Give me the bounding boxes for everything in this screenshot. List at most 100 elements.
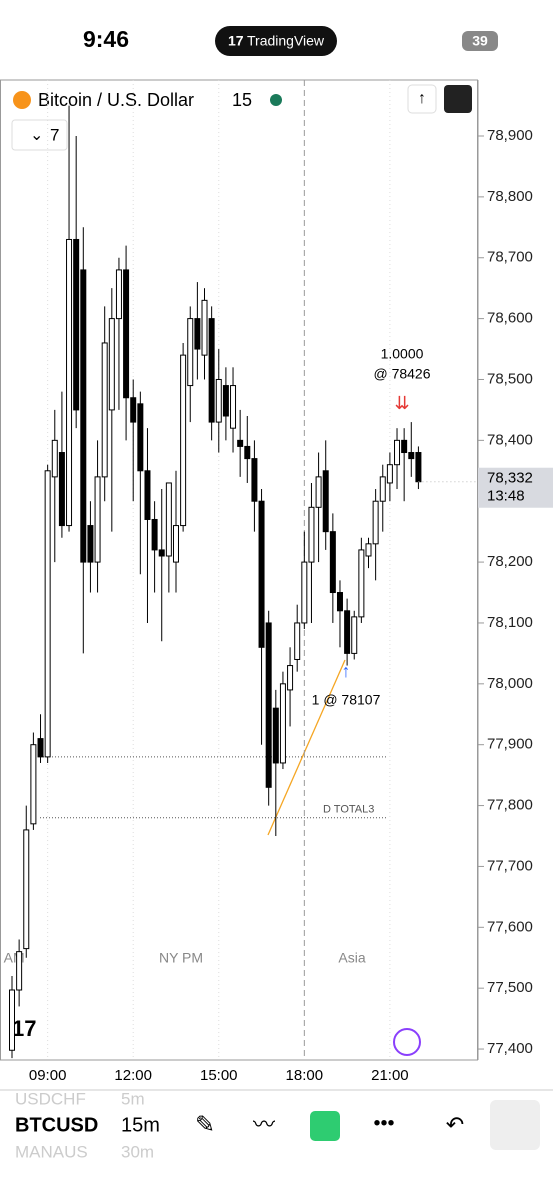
candle-body	[87, 525, 94, 563]
candle-body	[336, 592, 343, 612]
next-interval: 30m	[121, 1142, 154, 1161]
undo-button[interactable]: ↶	[446, 1112, 464, 1137]
y-tick-label: 77,500	[487, 979, 533, 996]
app-name: TradingView	[247, 33, 325, 49]
candle-body	[365, 543, 372, 557]
candle-body	[315, 476, 322, 508]
candle-body	[16, 951, 23, 991]
candle-body	[344, 610, 351, 654]
candle-body	[44, 470, 51, 758]
candle-body	[265, 622, 272, 788]
y-tick-label: 78,800	[487, 188, 533, 205]
candle-body	[230, 385, 237, 429]
flash-icon[interactable]	[393, 1028, 421, 1056]
candle-body	[123, 269, 130, 399]
candle-body	[272, 707, 279, 764]
btc-icon	[13, 91, 31, 109]
x-tick-label: 21:00	[371, 1067, 409, 1084]
candle-body	[208, 318, 215, 423]
candle-body	[37, 738, 44, 758]
candle-body	[187, 318, 194, 387]
y-tick-label: 78,100	[487, 614, 533, 631]
candle-body	[66, 238, 73, 527]
candle-body	[144, 470, 151, 520]
prev-symbol: USDCHF	[15, 1089, 86, 1108]
candle-body	[158, 549, 165, 557]
candle-body	[165, 482, 172, 557]
candle-body	[101, 342, 108, 478]
candle-body	[194, 318, 201, 350]
candle-body	[372, 500, 379, 545]
sell-qty: 1.0000	[381, 346, 424, 362]
candle-body	[201, 299, 208, 356]
app-pill	[215, 26, 337, 56]
draw-tool[interactable]: ✎	[195, 1111, 215, 1138]
prev-interval: 5m	[121, 1089, 145, 1108]
x-tick-label: 18:00	[286, 1067, 324, 1084]
y-tick-label: 78,000	[487, 675, 533, 692]
candle-body	[73, 238, 80, 411]
app-logo: 17	[228, 33, 244, 49]
candle-body	[244, 445, 251, 460]
candle-body	[301, 561, 308, 624]
candle-body	[401, 439, 408, 454]
trend-line	[267, 659, 346, 836]
candle-body	[251, 458, 258, 502]
sell-price: @ 78426	[373, 366, 430, 382]
candle-body	[151, 518, 158, 551]
candle-body	[322, 470, 329, 533]
candle-body	[137, 403, 144, 472]
candle-body	[351, 616, 358, 654]
more-button[interactable]: •••	[373, 1112, 394, 1134]
buy-arrow: ↑	[342, 661, 351, 681]
y-tick-label: 78,900	[487, 127, 533, 144]
y-tick-label: 77,900	[487, 736, 533, 753]
candle-body	[279, 683, 286, 764]
broker-button[interactable]	[310, 1111, 340, 1141]
buy-label: 1 @ 78107	[312, 692, 381, 708]
last-price-box	[478, 467, 553, 508]
candle-body	[308, 506, 315, 563]
candle-body	[222, 385, 229, 417]
candle-body	[415, 452, 422, 483]
y-tick-label: 78,400	[487, 431, 533, 448]
y-tick-label: 78,700	[487, 249, 533, 266]
y-tick-label: 78,600	[487, 310, 533, 327]
trend-tool[interactable]: 〰	[253, 1112, 275, 1137]
battery	[462, 31, 498, 51]
candle-body	[237, 439, 244, 447]
indicators-toggle[interactable]	[11, 119, 68, 151]
y-tick-label: 77,700	[487, 857, 533, 874]
candle-body	[215, 378, 222, 423]
y-tick-label: 77,400	[487, 1040, 533, 1057]
battery-level: 39	[472, 33, 488, 49]
toolbar-interval[interactable]: 15m	[121, 1114, 160, 1136]
candle-body	[30, 744, 37, 825]
clock: 9:46	[83, 26, 129, 52]
candle-body	[329, 531, 336, 594]
chevron: ⌄	[30, 127, 43, 144]
up-button[interactable]	[407, 84, 437, 114]
countdown: 13:48	[487, 488, 525, 505]
expand-button[interactable]	[444, 85, 472, 113]
up-icon: ↑	[418, 90, 426, 107]
next-symbol: MANAUS	[15, 1142, 88, 1161]
indicator-count: 7	[50, 125, 59, 144]
fullscreen-button[interactable]	[490, 1100, 540, 1150]
session-label: Asia	[338, 950, 365, 966]
level-label: D TOTAL3	[323, 804, 374, 816]
sell-arrow: ⇊	[394, 393, 409, 413]
toolbar-symbol[interactable]: BTCUSD	[15, 1114, 98, 1136]
last-price-label: 78,332	[487, 470, 533, 487]
market-status[interactable]	[270, 94, 282, 106]
x-tick-label: 12:00	[114, 1067, 152, 1084]
candle-body	[358, 549, 365, 618]
candle-body	[23, 829, 30, 950]
candle-body	[180, 354, 187, 527]
candle-body	[9, 989, 15, 1051]
candle-body	[108, 318, 115, 411]
toolbar: USDCHF 5m BTCUSD 15m MANAUS 30m ✎ 〰 ••• …	[15, 1089, 540, 1161]
session-label: NY PM	[159, 950, 203, 966]
symbol-title: Bitcoin / U.S. Dollar	[38, 90, 194, 110]
